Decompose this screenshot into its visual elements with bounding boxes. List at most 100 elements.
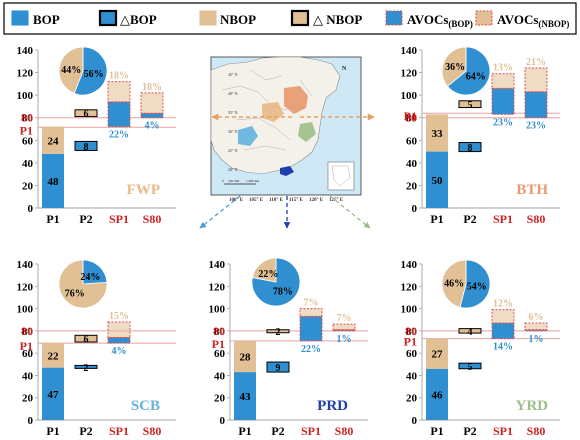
region-label-yrd: YRD <box>516 398 549 414</box>
map-lat-label-3: 30° N <box>228 129 238 134</box>
bar-p1-bop <box>426 151 448 208</box>
label-s80-nbop: 6% <box>529 312 544 323</box>
y-tick-label: 40 <box>406 158 418 170</box>
y-tick-label: 80 <box>214 326 226 338</box>
pie-label-bop: 64% <box>466 72 486 83</box>
pie-slice-nbop <box>441 259 467 308</box>
legend-swatch-3 <box>290 9 310 27</box>
category-label-s80: S80 <box>143 212 162 226</box>
label-sp1-nbop: 13% <box>493 63 513 74</box>
label-p2-delta-nbop: 5 <box>468 100 473 111</box>
label-sp1-bop: 14% <box>493 342 513 353</box>
y-tick-label: 20 <box>22 393 34 405</box>
map-inset-islands <box>331 165 351 187</box>
category-label-sp1: SP1 <box>301 424 321 438</box>
bar-sp1-nbop <box>107 321 131 339</box>
category-label-s80: S80 <box>527 424 546 438</box>
map-region-prd <box>280 166 294 176</box>
y-tick-label: 0 <box>220 415 226 427</box>
category-label-p2: P2 <box>271 424 284 438</box>
y-tick-label: 20 <box>214 393 226 405</box>
ref-label-80: 80 <box>213 324 225 338</box>
legend-swatch-0 <box>11 10 29 26</box>
ref-label-80: 80 <box>405 111 417 125</box>
label-p1-bop: 48 <box>48 176 60 188</box>
y-tick-label: 140 <box>401 45 418 57</box>
y-tick-label: 100 <box>209 304 226 316</box>
bar-p1-nbop <box>426 338 448 369</box>
y-tick-label: 100 <box>17 90 34 102</box>
label-p2-delta-nbop: 4 <box>468 327 473 338</box>
bar-p1-bop <box>42 367 64 420</box>
bar-sp1-nbop <box>491 73 515 89</box>
category-label-p2: P2 <box>79 424 92 438</box>
map-region-scb <box>238 126 258 146</box>
legend-swatch-2 <box>199 10 217 26</box>
y-tick-label: 20 <box>22 180 34 192</box>
bar-s80-nbop <box>524 67 548 93</box>
y-tick-label: 140 <box>209 259 226 271</box>
y-tick-label: 20 <box>406 393 418 405</box>
legend-label-2: NBOP <box>220 12 256 27</box>
bar-p2-delta-bop <box>74 140 98 151</box>
label-p2-delta-bop: 9 <box>276 363 281 374</box>
ref-label-p1: P1 <box>20 339 33 353</box>
y-tick-label: 120 <box>401 68 418 80</box>
y-tick-label: 60 <box>406 348 418 360</box>
legend-swatch-1 <box>98 9 118 27</box>
label-s80-bop: 4% <box>145 121 160 132</box>
label-sp1-nbop: 7% <box>304 298 319 309</box>
label-p1-bop: 43 <box>240 391 252 403</box>
pie-label-nbop: 76% <box>65 289 85 300</box>
bar-p1-bop <box>234 372 256 420</box>
legend-label-0: BOP <box>33 12 60 27</box>
y-tick-label: 100 <box>401 90 418 102</box>
map-region-yrd <box>298 122 316 142</box>
bar-sp1-nbop <box>107 81 131 103</box>
bar-s80-nbop <box>332 323 356 331</box>
bar-s80-bop <box>140 112 164 119</box>
region-label-scb: SCB <box>131 398 160 414</box>
label-sp1-bop: 23% <box>493 117 513 128</box>
region-label-prd: PRD <box>317 398 348 414</box>
pie-label-bop: 24% <box>80 272 100 283</box>
bar-p1-nbop <box>234 340 256 373</box>
legend-sub-4: (BOP) <box>448 19 473 29</box>
category-label-p1: P1 <box>46 212 59 226</box>
y-tick-label: 120 <box>209 281 226 293</box>
legend-label-3: △ NBOP <box>313 12 362 27</box>
bar-sp1-bop <box>299 315 323 342</box>
label-p2-delta-bop: 5 <box>468 362 473 373</box>
y-tick-label: 120 <box>17 281 34 293</box>
category-label-p1: P1 <box>430 212 443 226</box>
bar-p2-delta-nbop <box>74 334 98 343</box>
bar-p1-nbop <box>426 114 448 152</box>
pie-slice-bop <box>446 46 491 96</box>
label-p2-delta-bop: 2 <box>84 363 89 374</box>
map: 45° N 40° N 35° N 30° N 25° N 20° N 100° E 105°… <box>210 56 362 203</box>
y-tick-label: 40 <box>22 370 34 382</box>
bar-p1-nbop <box>42 343 64 368</box>
pie-slice-bop <box>459 259 491 309</box>
map-arrows <box>199 113 375 229</box>
map-lon-label-0: 100° E <box>229 198 244 203</box>
y-tick-label: 140 <box>17 45 34 57</box>
bar-p2-delta-bop <box>266 361 290 373</box>
ref-label-80: 80 <box>21 324 33 338</box>
label-p2-delta-bop: 8 <box>468 143 473 154</box>
bar-sp1-bop <box>491 322 515 340</box>
label-p1-bop: 46 <box>432 389 444 401</box>
pie-label-bop: 56% <box>84 69 104 80</box>
ref-label-80: 80 <box>405 324 417 338</box>
y-tick-label: 80 <box>406 113 418 125</box>
bar-p1-bop <box>426 368 448 420</box>
pie-slice-bop <box>73 46 108 96</box>
y-tick-label: 40 <box>406 370 418 382</box>
y-tick-label: 100 <box>401 304 418 316</box>
map-lat-label-1: 40° N <box>228 91 238 96</box>
label-p2-delta-nbop: 6 <box>84 109 89 120</box>
label-s80-nbop: 7% <box>337 313 352 324</box>
pie-slice-nbop <box>58 46 84 94</box>
